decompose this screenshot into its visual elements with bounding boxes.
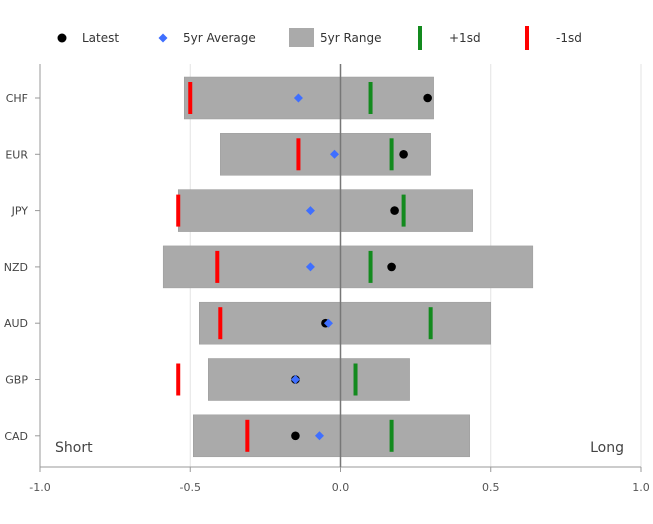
legend-marker-minus_sd [525,26,529,50]
plus-1sd-chf [368,82,373,114]
minus-1sd-gbp [176,363,181,396]
range-bar-cad [193,414,470,458]
latest-cad [291,431,300,441]
avg-5yr-aud [323,318,333,328]
legend-marker-plus_sd [418,26,422,50]
legend-label-minus_sd: -1sd [556,31,582,45]
avg-5yr-eur [329,149,339,159]
x-tick-label-1: -0.5 [180,481,201,494]
range-bar-chf [183,76,434,120]
plus-1sd-nzd [368,250,373,283]
plus-1sd-aud [428,307,433,340]
minus-1sd-aud [218,307,223,340]
range-bar-aud [199,301,491,345]
x-tick-label-4: 1.0 [632,481,650,494]
axes [35,64,642,472]
legend-marker-latest [57,33,67,43]
category-label-chf: CHF [6,92,28,105]
minus-1sd-eur [296,138,301,171]
category-label-gbp: GBP [5,374,28,387]
category-label-nzd: NZD [4,261,28,274]
legend-label-plus_sd: +1sd [449,31,481,45]
latest-jpy [390,206,399,215]
legend-label-range: 5yr Range [320,31,382,45]
plus-1sd-cad [389,419,394,452]
legend-label-latest: Latest [82,31,119,45]
long-label: Long [590,440,624,456]
latest-chf [423,93,432,103]
plus-1sd-gbp [353,363,358,396]
legend-marker-range [289,28,314,47]
legend: Latest 5yr Average 5yr Range +1sd -1sd [57,26,582,50]
latest-eur [399,150,408,159]
avg-5yr-chf [293,93,303,103]
category-label-eur: EUR [5,148,28,161]
category-label-aud: AUD [4,317,28,330]
minus-1sd-cad [245,419,250,452]
category-label-jpy: JPY [11,205,29,218]
legend-label-avg: 5yr Average [183,31,256,45]
x-tick-label-0: -1.0 [29,481,50,494]
range-bar-gbp [208,358,410,401]
minus-1sd-jpy [176,194,181,227]
x-tick-label-2: 0.0 [332,481,350,494]
avg-5yr-nzd [305,262,315,272]
legend-marker-avg [158,33,168,43]
avg-5yr-jpy [305,206,315,216]
x-tick-label-3: 0.5 [482,481,500,494]
avg-5yr-gbp [290,375,300,384]
avg-5yr-cad [314,431,324,441]
latest-nzd [387,262,396,272]
range-bar-eur [220,133,431,176]
short-label: Short [55,440,93,456]
range-bar-nzd [162,245,534,289]
plus-1sd-jpy [401,194,406,227]
range-bar-jpy [177,189,473,232]
marker-layer [176,82,433,452]
minus-1sd-nzd [215,250,220,283]
range-bars [162,76,534,458]
category-label-cad: CAD [4,430,28,443]
plus-1sd-eur [389,138,394,171]
axis-labels: -1.0 -0.5 0.0 0.5 1.0 CHF EUR JPY NZD AUD GBP CAD [4,92,650,494]
minus-1sd-chf [188,82,193,114]
